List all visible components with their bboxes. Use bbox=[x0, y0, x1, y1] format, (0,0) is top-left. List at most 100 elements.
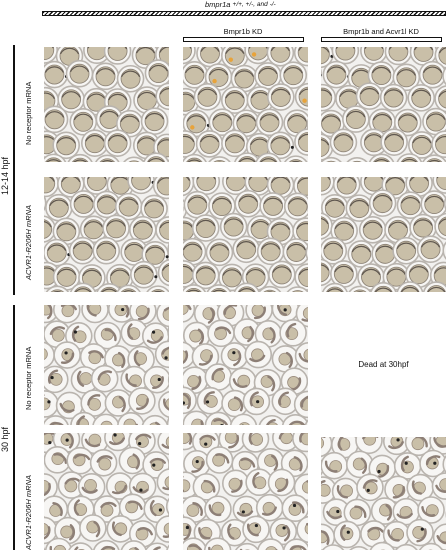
embryo bbox=[254, 320, 283, 348]
embryo bbox=[358, 215, 387, 244]
embryo bbox=[321, 237, 348, 265]
embryo bbox=[393, 108, 422, 137]
embryo bbox=[333, 520, 361, 549]
embryo bbox=[329, 128, 358, 157]
embryo bbox=[146, 285, 169, 292]
embryo bbox=[157, 433, 169, 456]
embryo bbox=[321, 193, 349, 222]
embryo bbox=[266, 47, 295, 67]
embryo bbox=[221, 47, 249, 70]
embryo bbox=[417, 496, 445, 524]
embryo bbox=[104, 345, 132, 373]
embryo-photo-svg bbox=[183, 305, 308, 425]
embryo bbox=[396, 281, 424, 292]
genotype-header: bmpr1a +/+, +/-, and -/- bbox=[205, 0, 276, 9]
embryo bbox=[95, 105, 124, 133]
embryo bbox=[206, 284, 232, 292]
embryo bbox=[245, 305, 273, 324]
embryo bbox=[241, 433, 270, 453]
embryo bbox=[143, 365, 169, 394]
embryo bbox=[321, 47, 334, 69]
embryo bbox=[196, 386, 225, 415]
embryo bbox=[305, 244, 308, 261]
embryo bbox=[44, 537, 73, 550]
embryo bbox=[158, 391, 169, 419]
embryo-photo-svg bbox=[183, 433, 308, 550]
embryo bbox=[44, 60, 69, 89]
embryo bbox=[292, 217, 308, 245]
embryo bbox=[154, 340, 169, 369]
embryo bbox=[140, 107, 169, 135]
embryo bbox=[141, 240, 169, 269]
embryo bbox=[90, 364, 119, 393]
embryo bbox=[167, 325, 169, 340]
embryo bbox=[281, 494, 308, 523]
embryo bbox=[370, 282, 397, 292]
embryo bbox=[321, 544, 345, 550]
embryo bbox=[104, 389, 133, 417]
embryo bbox=[193, 83, 222, 111]
embryo bbox=[321, 68, 322, 78]
embryo bbox=[321, 83, 337, 112]
embryo bbox=[65, 59, 94, 88]
embryo bbox=[157, 259, 169, 287]
embryo bbox=[166, 544, 169, 550]
genotype-bar bbox=[42, 11, 446, 16]
embryo bbox=[242, 515, 270, 544]
embryo bbox=[116, 109, 144, 138]
embryo bbox=[95, 154, 120, 162]
embryo bbox=[117, 412, 145, 425]
embryo bbox=[167, 242, 169, 256]
embryo bbox=[191, 214, 220, 242]
embryo bbox=[232, 109, 261, 138]
embryo bbox=[293, 47, 308, 67]
embryo bbox=[68, 236, 97, 265]
embryo bbox=[246, 86, 275, 114]
embryo bbox=[106, 515, 135, 543]
dead-note: Dead at 30hpf bbox=[358, 360, 409, 369]
embryo bbox=[356, 473, 384, 502]
embryo bbox=[345, 450, 374, 479]
embryo bbox=[393, 452, 422, 480]
embryo bbox=[92, 236, 121, 265]
embryo bbox=[52, 305, 81, 324]
embryo bbox=[293, 390, 308, 419]
embryo bbox=[45, 285, 70, 292]
embryo bbox=[103, 129, 132, 157]
embryo bbox=[83, 177, 111, 195]
embryo bbox=[128, 387, 156, 415]
embryo bbox=[293, 473, 308, 502]
embryo bbox=[204, 495, 232, 524]
embryo bbox=[183, 284, 207, 292]
row-label-2: ACVR1-R206H mRNA bbox=[24, 204, 33, 280]
embryo bbox=[208, 108, 237, 137]
embryo bbox=[220, 518, 249, 547]
embryo bbox=[321, 282, 348, 292]
embryo bbox=[349, 546, 369, 550]
embryo bbox=[404, 437, 433, 457]
embryo bbox=[44, 473, 58, 501]
embryo bbox=[232, 235, 260, 264]
embryo bbox=[418, 542, 444, 550]
embryo bbox=[44, 153, 67, 162]
embryo bbox=[266, 131, 295, 160]
embryo bbox=[183, 386, 197, 415]
column-header-bmpr1b-acvr1l-kd: Bmpr1b and Acvr1l KD bbox=[343, 27, 419, 36]
embryo bbox=[281, 413, 308, 425]
embryo bbox=[205, 238, 234, 267]
embryo bbox=[321, 451, 348, 480]
column-bar-bmpr1b-kd bbox=[183, 37, 304, 42]
embryo bbox=[69, 190, 98, 218]
embryo bbox=[234, 189, 262, 218]
embryo bbox=[66, 446, 94, 475]
embryo bbox=[392, 497, 421, 526]
embryo bbox=[268, 260, 296, 289]
embryo bbox=[422, 154, 446, 162]
embryo bbox=[218, 263, 246, 292]
embryo bbox=[419, 449, 446, 478]
embryo bbox=[258, 414, 286, 425]
embryo bbox=[192, 473, 221, 501]
embryo bbox=[204, 63, 233, 91]
embryo bbox=[348, 285, 372, 292]
embryo bbox=[355, 82, 384, 110]
